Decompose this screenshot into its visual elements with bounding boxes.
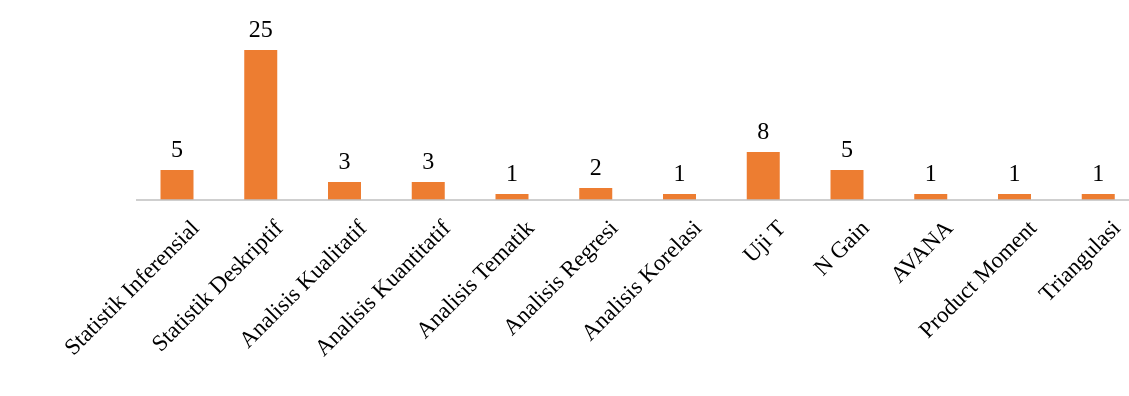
data-label-analisis-regresi: 2 <box>590 155 602 181</box>
bar-n-gain <box>830 170 864 200</box>
data-label-avana: 1 <box>925 161 937 187</box>
data-label-analisis-kuantitatif: 3 <box>422 149 434 175</box>
data-label-product-moment: 1 <box>1009 161 1021 187</box>
bar-analisis-tematik <box>495 194 529 200</box>
data-label-analisis-tematik: 1 <box>506 161 518 187</box>
bar-analisis-regresi <box>579 188 613 200</box>
data-labels-layer: 5 25 3 3 1 2 1 8 5 1 1 1 <box>171 17 1104 187</box>
x-tick-label-triangulasi: Triangulasi <box>1034 215 1125 306</box>
data-label-statistik-inferensial: 5 <box>171 137 183 163</box>
bar-product-moment <box>998 194 1031 200</box>
data-label-statistik-deskriptif: 25 <box>249 17 273 43</box>
bar-statistik-deskriptif <box>244 50 278 200</box>
bars-layer <box>160 50 1115 200</box>
data-label-triangulasi: 1 <box>1092 161 1104 187</box>
bar-uji-t <box>746 152 780 200</box>
data-label-n-gain: 5 <box>841 137 853 163</box>
bar-analisis-kuantitatif <box>411 182 445 200</box>
x-tick-label-uji-t: Uji T <box>738 215 790 267</box>
bar-triangulasi <box>1081 194 1115 200</box>
bar-avana <box>914 194 948 200</box>
bar-statistik-inferensial <box>160 170 194 200</box>
data-label-analisis-kualitatif: 3 <box>339 149 351 175</box>
data-label-analisis-korelasi: 1 <box>674 161 686 187</box>
bar-analisis-korelasi <box>663 194 696 200</box>
data-label-uji-t: 8 <box>757 119 769 145</box>
bar-analisis-kualitatif <box>328 182 361 200</box>
x-tick-label-avana: AVANA <box>885 215 957 287</box>
x-tick-label-n-gain: N Gain <box>809 215 874 280</box>
